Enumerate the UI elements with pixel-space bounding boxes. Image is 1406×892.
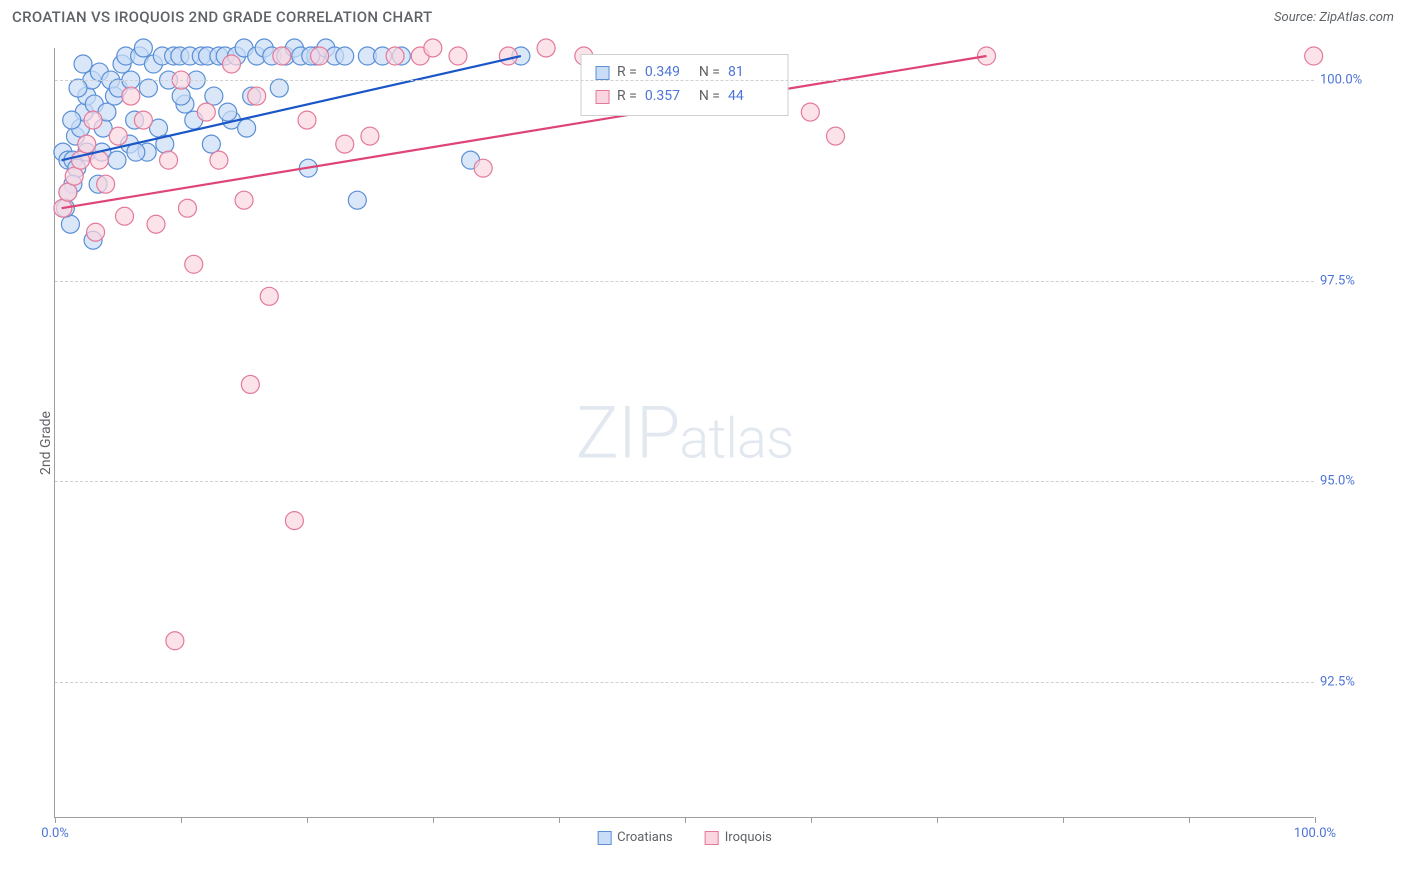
stats-r-label: R = (617, 85, 637, 109)
stats-legend-box: R = 0.349 N = 81 R = 0.357 N = 44 (580, 54, 789, 116)
stats-n-label: N = (699, 61, 720, 85)
data-point (134, 111, 152, 129)
data-point (424, 39, 442, 57)
legend-label: Croatians (617, 830, 673, 845)
data-point (270, 79, 288, 97)
data-point (285, 512, 303, 530)
data-point (87, 223, 105, 241)
data-point (122, 87, 140, 105)
y-axis-label: 2nd Grade (38, 411, 54, 475)
data-point (147, 215, 165, 233)
stats-row: R = 0.349 N = 81 (595, 61, 774, 85)
gridline (55, 281, 1314, 282)
data-point (361, 127, 379, 145)
data-point (108, 151, 126, 169)
stats-n-label: N = (699, 85, 720, 109)
x-tick (307, 817, 308, 823)
legend-bottom: Croatians Iroquois (597, 830, 772, 845)
data-point (311, 47, 329, 65)
legend-label: Iroquois (725, 830, 772, 845)
data-point (197, 103, 215, 121)
source-label: Source: ZipAtlas.com (1274, 10, 1394, 25)
gridline (55, 481, 1314, 482)
stats-swatch (595, 90, 609, 104)
data-point (78, 135, 96, 153)
data-point (116, 207, 134, 225)
data-point (97, 175, 115, 193)
x-tick (433, 817, 434, 823)
stats-r-label: R = (617, 61, 637, 85)
stats-r-value: 0.349 (645, 61, 691, 85)
legend-swatch (597, 831, 611, 845)
stats-row: R = 0.357 N = 44 (595, 85, 774, 109)
x-tick (937, 817, 938, 823)
data-point (185, 255, 203, 273)
y-tick-label: 95.0% (1320, 474, 1390, 489)
data-point (298, 111, 316, 129)
legend-item: Croatians (597, 830, 673, 845)
data-point (238, 119, 256, 137)
data-point (139, 79, 157, 97)
legend-item: Iroquois (705, 830, 772, 845)
data-point (84, 111, 102, 129)
data-point (260, 287, 278, 305)
data-point (235, 191, 253, 209)
plot-svg (55, 48, 1314, 817)
legend-swatch (705, 831, 719, 845)
data-point (63, 111, 81, 129)
x-tick (811, 817, 812, 823)
x-tick (181, 817, 182, 823)
gridline (55, 682, 1314, 683)
data-point (499, 47, 517, 65)
data-point (210, 151, 228, 169)
data-point (241, 375, 259, 393)
chart-title: CROATIAN VS IROQUOIS 2ND GRADE CORRELATI… (12, 8, 432, 26)
gridline (55, 80, 1314, 81)
data-point (202, 135, 220, 153)
data-point (474, 159, 492, 177)
stats-n-value: 44 (728, 85, 774, 109)
data-point (537, 39, 555, 57)
x-tick (1315, 817, 1316, 823)
x-tick (55, 817, 56, 823)
x-tick (685, 817, 686, 823)
data-point (59, 183, 77, 201)
data-point (160, 151, 178, 169)
data-point (336, 47, 354, 65)
data-point (61, 215, 79, 233)
data-point (74, 55, 92, 73)
data-point (386, 47, 404, 65)
stats-swatch (595, 66, 609, 80)
x-tick (559, 817, 560, 823)
data-point (172, 87, 190, 105)
plot-area: ZIPatlas R =0.349N =81R =0.357N =44 Croa… (54, 48, 1314, 818)
data-point (166, 632, 184, 650)
data-point (223, 55, 241, 73)
stats-n-value: 81 (728, 61, 774, 85)
data-point (205, 87, 223, 105)
y-tick-label: 92.5% (1320, 674, 1390, 689)
data-point (801, 103, 819, 121)
data-point (219, 103, 237, 121)
data-point (248, 87, 266, 105)
data-point (827, 127, 845, 145)
y-tick-label: 100.0% (1320, 73, 1390, 88)
data-point (69, 79, 87, 97)
x-tick-label: 100.0% (1294, 826, 1336, 841)
stats-r-value: 0.357 (645, 85, 691, 109)
data-point (178, 199, 196, 217)
data-point (109, 127, 127, 145)
data-point (134, 39, 152, 57)
y-tick-label: 97.5% (1320, 273, 1390, 288)
data-point (1305, 47, 1323, 65)
data-point (348, 191, 366, 209)
data-point (273, 47, 291, 65)
data-point (65, 167, 83, 185)
x-tick-label: 0.0% (41, 826, 69, 841)
data-point (449, 47, 467, 65)
x-tick (1189, 817, 1190, 823)
chart-container: 2nd Grade ZIPatlas R =0.349N =81R =0.357… (0, 38, 1406, 848)
x-tick (1063, 817, 1064, 823)
data-point (336, 135, 354, 153)
